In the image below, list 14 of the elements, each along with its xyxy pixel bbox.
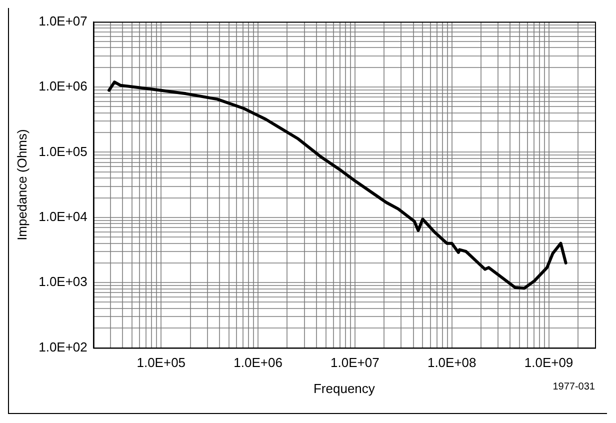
x-tick-label: 1.0E+08	[427, 355, 476, 370]
x-tick-label: 1.0E+07	[330, 355, 380, 370]
x-tick-label: 1.0E+09	[524, 355, 574, 370]
y-axis-title: Impedance (Ohms)	[14, 129, 30, 240]
y-tick-label: 1.0E+02	[38, 339, 88, 354]
y-tick-label: 1.0E+07	[38, 13, 88, 28]
y-tick-label: 1.0E+03	[38, 274, 88, 290]
y-tick-label: 1.0E+05	[38, 144, 88, 159]
x-tick-label: 1.0E+05	[136, 355, 186, 370]
x-tick-label: 1.0E+06	[234, 355, 282, 370]
text: 1977-031	[552, 382, 596, 393]
y-tick-label: 1.0E+04	[38, 208, 88, 224]
x-axis-title: Frequency	[313, 380, 376, 396]
y-tick-label: 1.0E+06	[38, 78, 88, 94]
